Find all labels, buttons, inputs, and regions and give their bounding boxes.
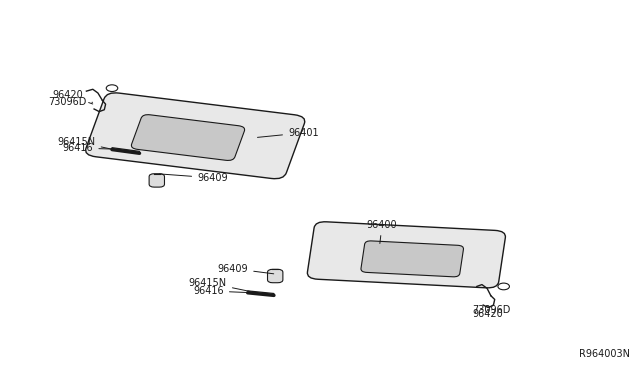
Text: R964003N: R964003N bbox=[579, 349, 630, 359]
Text: 96415N: 96415N bbox=[189, 278, 250, 291]
FancyBboxPatch shape bbox=[149, 174, 164, 187]
Text: 96400: 96400 bbox=[367, 220, 397, 244]
FancyBboxPatch shape bbox=[307, 222, 506, 288]
Text: 73096D: 73096D bbox=[48, 97, 93, 107]
FancyBboxPatch shape bbox=[268, 269, 283, 283]
Text: 96420: 96420 bbox=[52, 90, 93, 104]
Text: 96416: 96416 bbox=[193, 286, 250, 296]
Text: 73096D: 73096D bbox=[472, 305, 511, 314]
Text: 96409: 96409 bbox=[218, 264, 274, 274]
Text: 96420: 96420 bbox=[472, 306, 503, 319]
FancyBboxPatch shape bbox=[86, 93, 305, 179]
FancyBboxPatch shape bbox=[361, 241, 463, 277]
Text: 96416: 96416 bbox=[63, 143, 115, 153]
Text: 96409: 96409 bbox=[159, 173, 228, 183]
Text: 96415N: 96415N bbox=[58, 137, 115, 150]
Text: 96401: 96401 bbox=[257, 128, 319, 138]
FancyBboxPatch shape bbox=[131, 115, 244, 160]
